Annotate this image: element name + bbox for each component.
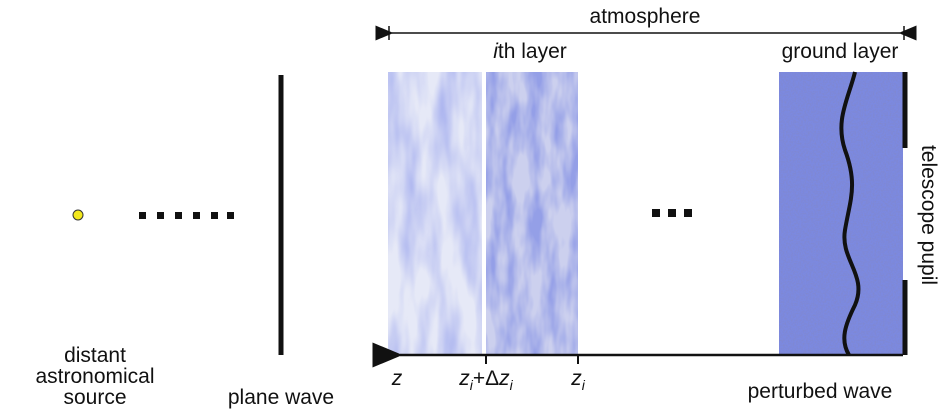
source-label: astronomical [35, 365, 154, 388]
source-dot [72, 209, 84, 221]
z-label: zi+Δzi [458, 367, 513, 393]
source-label: source [63, 386, 126, 409]
atmosphere-label: atmosphere [590, 5, 701, 28]
perturbed-wave [839, 71, 861, 357]
pupil-label: telescope pupil [917, 145, 940, 285]
ground-label: ground layer [782, 40, 899, 63]
z-label: zi [570, 367, 586, 393]
ellipsis [652, 209, 692, 217]
source-label: distant [64, 344, 126, 367]
perturbed-label: perturbed wave [748, 380, 893, 403]
layer-label: ith layer [493, 40, 567, 63]
dots [139, 212, 234, 219]
z-label: z [391, 367, 403, 390]
layer-texture [486, 72, 578, 355]
layer-texture [388, 72, 482, 355]
plane-wave-label: plane wave [228, 386, 334, 409]
